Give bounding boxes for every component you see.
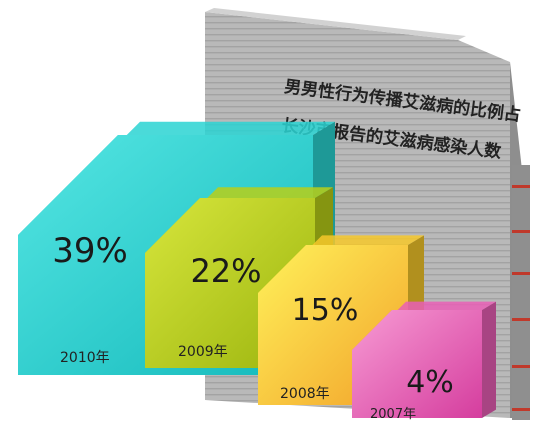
value-label: 15% xyxy=(292,293,359,328)
side-tick-5 xyxy=(512,365,530,368)
category-label: 2008年 xyxy=(280,386,330,402)
category-label: 2009年 xyxy=(178,344,228,360)
bar-2007年: 4% 2007年 xyxy=(352,301,496,422)
side-tick-1 xyxy=(512,185,530,188)
category-label: 2010年 xyxy=(60,350,110,366)
value-label: 39% xyxy=(52,231,128,271)
category-label: 2007年 xyxy=(370,407,416,422)
side-tick-3 xyxy=(512,272,530,275)
value-label: 22% xyxy=(190,252,261,290)
value-label: 4% xyxy=(406,365,454,400)
bar-front-face xyxy=(352,310,482,418)
side-tick-4 xyxy=(512,318,530,321)
side-tick-6 xyxy=(512,408,530,411)
bars-layer: 39% 2010年 22% 2009年 15% 2008年 4% 2007年 xyxy=(18,121,496,422)
side-tick-2 xyxy=(512,230,530,233)
bar-side-face xyxy=(482,301,496,418)
